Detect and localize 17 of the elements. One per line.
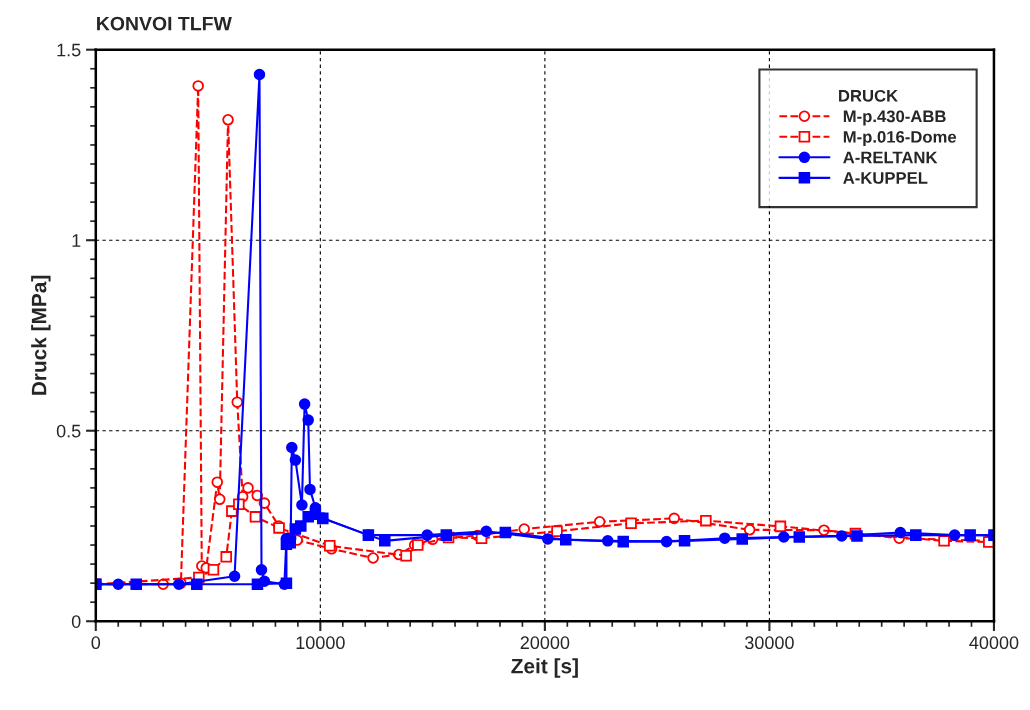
y-tick-label: 0 [71, 615, 81, 628]
legend-title: DRUCK [839, 89, 898, 102]
x-tick-label: 30000 [745, 636, 794, 650]
legend-label: M-p.430-ABB [843, 110, 946, 126]
y-axis-title: Druck [MPa] [31, 275, 51, 395]
x-tick-label: 10000 [296, 636, 345, 650]
chart-title: KONVOI TLFW [97, 16, 232, 31]
x-axis-title: Zeit [s] [511, 658, 578, 678]
y-tick-label: 1 [72, 234, 81, 247]
legend-label: M-p.016-Dome [843, 130, 957, 147]
y-tick-label: 0.5 [56, 424, 81, 438]
legend-label: A-RELTANK [843, 151, 938, 164]
x-tick-label: 40000 [969, 636, 1019, 650]
y-tick-label: 1.5 [57, 43, 81, 57]
legend-label: A-KUPPEL [843, 172, 928, 184]
x-tick-label: 20000 [520, 636, 570, 650]
x-tick-label: 0 [91, 636, 101, 650]
